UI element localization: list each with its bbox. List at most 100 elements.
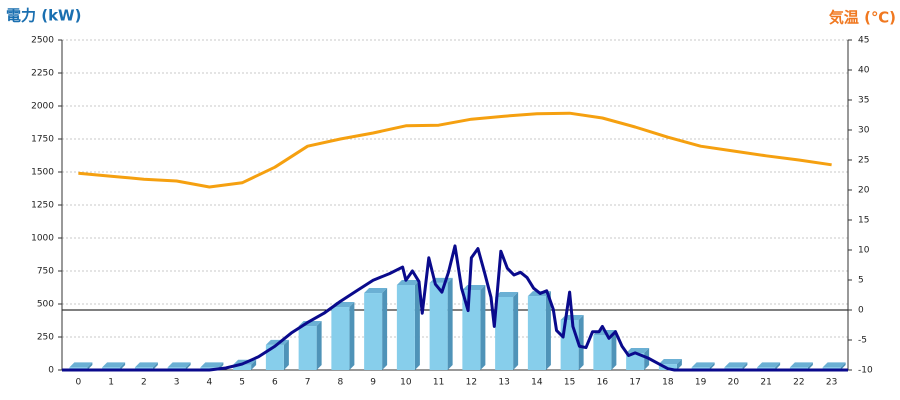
y2-tick-label: 30: [858, 126, 870, 136]
bar-top: [200, 362, 224, 368]
y2-tick-label: 35: [858, 96, 869, 106]
x-tick-label: 6: [272, 378, 278, 388]
temperature-line: [78, 111, 832, 189]
bar-side: [447, 277, 453, 370]
bar-top: [691, 362, 715, 368]
bar-side: [251, 359, 257, 370]
y2-tick-label: 40: [858, 66, 870, 76]
y-tick-label: 750: [37, 267, 54, 277]
y2-tick-label: 45: [858, 36, 869, 46]
y-tick-label: 1750: [31, 135, 54, 145]
bar-top: [658, 359, 682, 365]
bar-side: [611, 330, 617, 370]
y-tick-label: 2500: [31, 36, 54, 46]
x-tick-label: 20: [728, 378, 740, 388]
x-tick-label: 23: [826, 378, 837, 388]
bar-side: [480, 285, 486, 370]
x-tick-label: 4: [207, 378, 213, 388]
bar: [495, 297, 514, 370]
y2-tick-label: -10: [858, 366, 873, 376]
bar-top: [757, 362, 781, 368]
x-tick-label: 18: [662, 378, 674, 388]
bar-side: [152, 362, 158, 370]
bar-top: [69, 362, 93, 368]
bar-top: [626, 347, 650, 353]
x-tick-label: 15: [564, 378, 575, 388]
bar-top: [364, 288, 388, 294]
y-axis-title: 電力 (kW): [6, 7, 81, 25]
y2-tick-label: 10: [858, 246, 870, 256]
x-tick-label: 1: [108, 378, 114, 388]
x-tick-label: 10: [400, 378, 412, 388]
bar-side: [513, 292, 519, 370]
bar-side: [676, 359, 682, 370]
x-tick-label: 8: [338, 378, 344, 388]
y-tick-label: 250: [37, 333, 54, 343]
y2-tick-label: 25: [858, 156, 869, 166]
x-tick-label: 2: [141, 378, 147, 388]
bar-side: [578, 314, 584, 370]
bar-top: [134, 362, 158, 368]
y-tick-label: 0: [48, 366, 54, 376]
x-tick-label: 7: [305, 378, 311, 388]
x-tick-label: 5: [239, 378, 245, 388]
bar-side: [742, 362, 748, 370]
bar-side: [414, 279, 420, 370]
bar-top: [789, 362, 813, 368]
bar-side: [840, 362, 846, 370]
y-tick-label: 1500: [31, 168, 54, 178]
x-tick-label: 16: [597, 378, 609, 388]
bar-side: [120, 362, 126, 370]
bar-side: [87, 362, 93, 370]
bar-top: [167, 362, 191, 368]
bar-side: [807, 362, 813, 370]
y-tick-label: 2250: [31, 69, 54, 79]
bar: [298, 326, 317, 370]
x-tick-label: 17: [629, 378, 640, 388]
power-line: [62, 244, 848, 372]
bar-side: [775, 362, 781, 370]
y2-tick-label: 20: [858, 186, 870, 196]
y-tick-label: 2000: [31, 102, 54, 112]
y-tick-label: 500: [37, 300, 54, 310]
x-tick-label: 9: [370, 378, 376, 388]
bar: [429, 282, 448, 370]
bar-side: [709, 362, 715, 370]
x-tick-label: 22: [793, 378, 804, 388]
bar-top: [822, 362, 846, 368]
bar-top: [396, 279, 420, 285]
y-tick-label: 1000: [31, 234, 54, 244]
x-tick-label: 13: [498, 378, 509, 388]
bar: [331, 307, 350, 370]
bar-side: [316, 321, 322, 370]
y2-axis-title: 気温 (℃): [829, 9, 896, 27]
y2-tick-label: 15: [858, 216, 869, 226]
y2-tick-label: 5: [858, 276, 864, 286]
bar-top: [724, 362, 748, 368]
bar: [626, 352, 645, 370]
y2-tick-label: 0: [858, 306, 864, 316]
x-tick-label: 19: [695, 378, 707, 388]
bar: [396, 284, 415, 370]
bar-side: [349, 302, 355, 370]
bar: [593, 335, 612, 370]
y2-tick-label: -5: [858, 336, 867, 346]
x-tick-label: 12: [466, 378, 477, 388]
bar: [233, 364, 252, 370]
bar-side: [382, 288, 388, 370]
x-tick-label: 11: [433, 378, 444, 388]
x-tick-label: 3: [174, 378, 180, 388]
bar-side: [283, 339, 289, 370]
x-tick-label: 14: [531, 378, 543, 388]
bar: [527, 296, 546, 370]
x-tick-label: 21: [760, 378, 771, 388]
bar-side: [545, 291, 551, 370]
bar-top: [102, 362, 126, 368]
bar-top: [495, 292, 519, 298]
bar: [265, 344, 284, 370]
x-tick-label: 0: [76, 378, 82, 388]
bar: [364, 293, 383, 370]
y-tick-label: 1250: [31, 201, 54, 211]
bar-side: [185, 362, 191, 370]
